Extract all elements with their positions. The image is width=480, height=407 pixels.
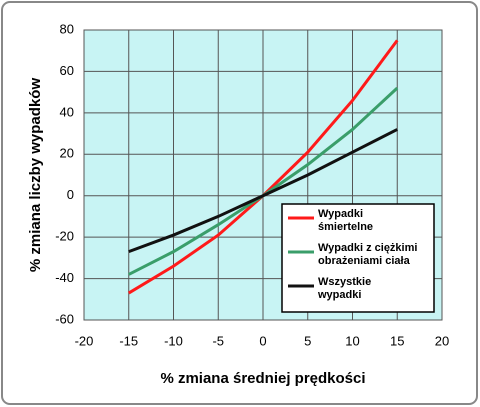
y-tick-label: -60 <box>55 311 74 326</box>
x-tick-label: -15 <box>119 333 138 348</box>
y-tick-label: 40 <box>60 104 74 119</box>
x-axis-label: % zmiana średniej prędkości <box>160 370 365 387</box>
y-tick-label: 60 <box>60 63 74 78</box>
y-tick-label: 80 <box>60 21 74 36</box>
y-axis-label: % zmiana liczby wypadków <box>27 78 44 273</box>
x-tick-label: 10 <box>345 333 359 348</box>
x-tick-label: -20 <box>75 333 94 348</box>
x-tick-label: -10 <box>164 333 183 348</box>
y-tick-label: -40 <box>55 270 74 285</box>
legend-label: Wszystkie wypadki <box>317 276 371 301</box>
legend: Wypadki śmiertelne Wypadki z ciężkimi obraż… <box>281 203 435 313</box>
legend-box <box>281 203 435 313</box>
legend-label: Wypadki z ciężkimi obrażeniami ciała <box>318 242 417 267</box>
x-tick-label: -5 <box>212 333 224 348</box>
y-tick-label: 20 <box>60 146 74 161</box>
plot-border <box>83 29 443 321</box>
x-tick-label: 15 <box>390 333 404 348</box>
legend-label: Wypadki śmiertelne <box>318 208 373 233</box>
x-tick-label: 5 <box>304 333 311 348</box>
y-tick-label: -20 <box>55 229 74 244</box>
y-tick-label: 0 <box>67 187 74 202</box>
series-line <box>128 128 398 254</box>
x-tick-label: 0 <box>259 333 266 348</box>
x-tick-label: 20 <box>435 333 449 348</box>
